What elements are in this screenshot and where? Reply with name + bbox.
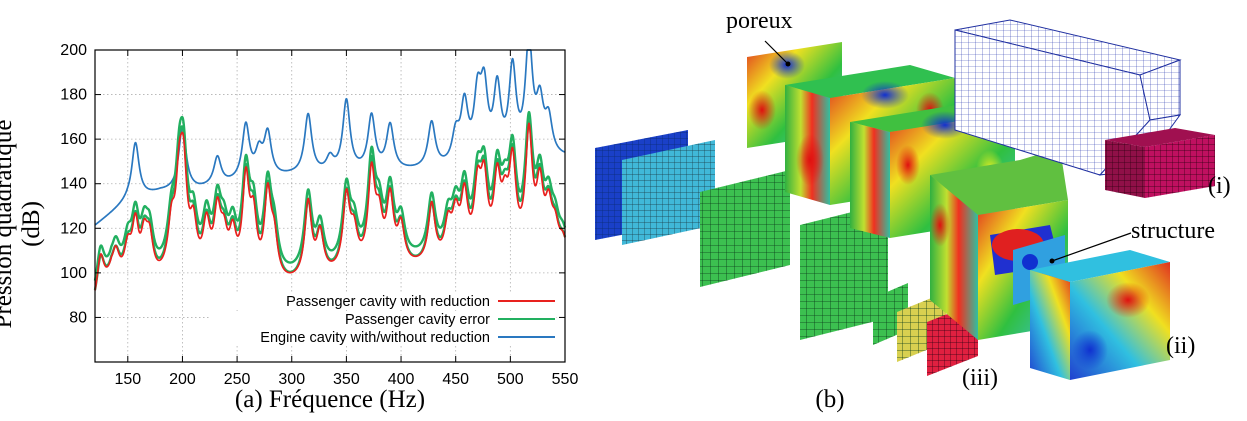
- y-tick-label: 200: [60, 42, 87, 59]
- x-axis-title: (a) Fréquence (Hz): [234, 386, 426, 413]
- panel-plate-stack-left: [595, 130, 888, 340]
- legend-background: [210, 293, 556, 310]
- y-tick-label: 80: [69, 309, 87, 326]
- series-passenger-reduced: [94, 122, 566, 291]
- legend-label: Passenger cavity error: [345, 312, 490, 328]
- series-passenger-error-upper: [93, 110, 567, 281]
- legend-background: [210, 311, 556, 328]
- legend: Passenger cavity with reduction Passenger…: [210, 293, 556, 346]
- engine-cavity-mesh: [954, 19, 1215, 198]
- small-plates-iii: [873, 283, 978, 376]
- acoustic-subsystems-illustration: [595, 19, 1215, 380]
- x-tick-label: 300: [278, 371, 305, 388]
- frequency-response-chart: 150 200 250 300 350 400 450 500 550 80 100 120 140 16…: [60, 42, 578, 388]
- tick-layer: 150 200 250 300 350 400 450 500 550 80 100 120 140 16…: [60, 42, 578, 388]
- series-engine-cavity: [94, 49, 566, 226]
- x-tick-label: 250: [224, 371, 251, 388]
- x-tick-label: 350: [333, 371, 360, 388]
- poreux-pointer: [764, 40, 789, 65]
- y-tick-label: 100: [60, 265, 87, 282]
- y-tick-label: 140: [60, 176, 87, 193]
- x-tick-label: 400: [388, 371, 415, 388]
- plot-frame: [94, 49, 566, 363]
- x-tick-label: 200: [169, 371, 196, 388]
- label-poreux: poreux: [726, 8, 793, 34]
- cavity-cube-ii: [1030, 250, 1170, 380]
- x-tick-label: 450: [442, 371, 469, 388]
- y-tick-label: 160: [60, 131, 87, 148]
- label-iii: (iii): [962, 365, 998, 391]
- panel-b-caption: (b): [815, 386, 845, 413]
- label-structure: structure: [1131, 218, 1215, 244]
- y-tick-label: 180: [60, 87, 87, 104]
- y-tick-label: 120: [60, 220, 87, 237]
- label-i: (i): [1208, 173, 1231, 199]
- legend-label: Passenger cavity with reduction: [286, 294, 490, 310]
- x-tick-label: 150: [114, 371, 141, 388]
- structure-pointer: [1051, 232, 1132, 262]
- legend-background: [210, 329, 556, 346]
- series-layer: [93, 49, 567, 291]
- legend-label: Engine cavity with/without reduction: [260, 330, 490, 346]
- x-tick-label: 550: [552, 371, 579, 388]
- x-tick-label: 500: [497, 371, 524, 388]
- label-ii: (ii): [1166, 333, 1196, 359]
- series-passenger-error-lower: [93, 120, 567, 291]
